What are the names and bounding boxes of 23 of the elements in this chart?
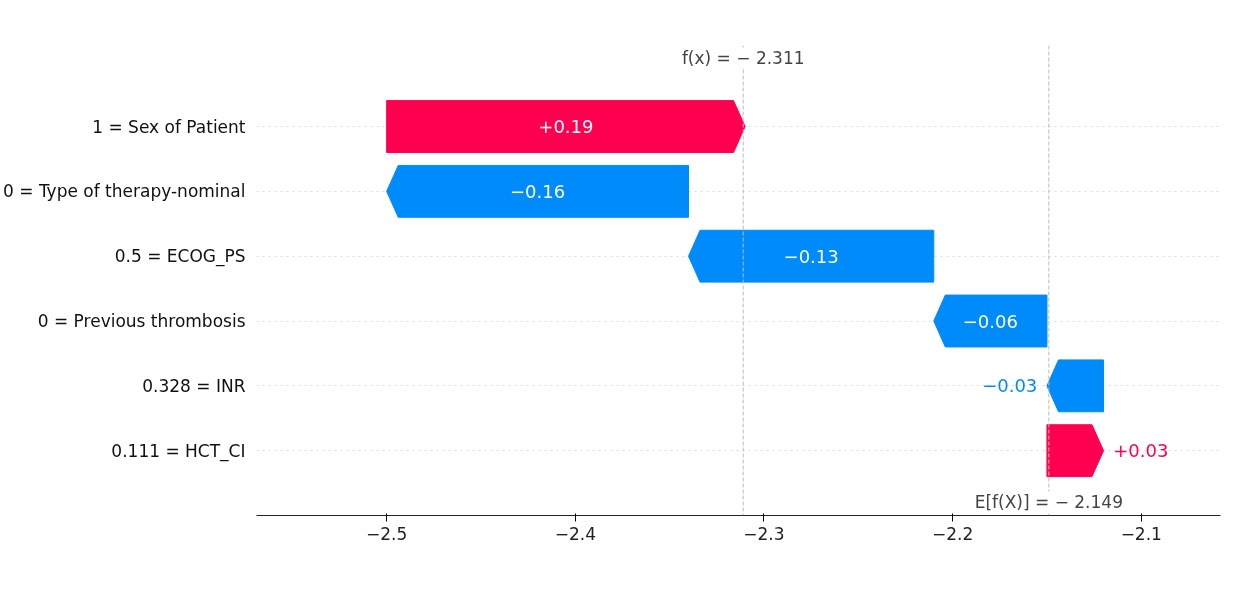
data-label: +0.19 (538, 116, 594, 138)
y-tick-label: 1 = Sex of Patient (92, 116, 246, 137)
data-label: −0.16 (510, 180, 566, 202)
ref-line-label: f(x) = − 2.311 (681, 47, 805, 68)
bar (933, 294, 1048, 348)
x-tick-label: −2.4 (554, 523, 596, 544)
data-label: +0.03 (1113, 440, 1169, 462)
data-label: −0.06 (962, 310, 1018, 332)
bar (386, 100, 746, 153)
x-tick-label: −2.1 (1120, 523, 1162, 544)
bar (386, 164, 690, 218)
y-tick-label: 0.328 = INR (142, 375, 246, 396)
data-label: −0.13 (783, 245, 839, 267)
x-tick-label: −2.5 (366, 523, 408, 544)
y-tick-label: 0.5 = ECOG_PS (114, 246, 246, 268)
x-tick-label: −2.3 (743, 523, 785, 544)
bar (688, 229, 935, 283)
y-tick-label: 0.111 = HCT_CI (111, 440, 246, 462)
y-tick-label: 0 = Type of therapy-nominal (3, 181, 246, 202)
ref-line-label: E[f(X)] = − 2.149 (974, 491, 1123, 512)
y-tick-label: 0 = Previous thrombosis (37, 311, 246, 332)
x-tick-label: −2.2 (931, 523, 974, 544)
data-label: −0.03 (982, 375, 1038, 397)
